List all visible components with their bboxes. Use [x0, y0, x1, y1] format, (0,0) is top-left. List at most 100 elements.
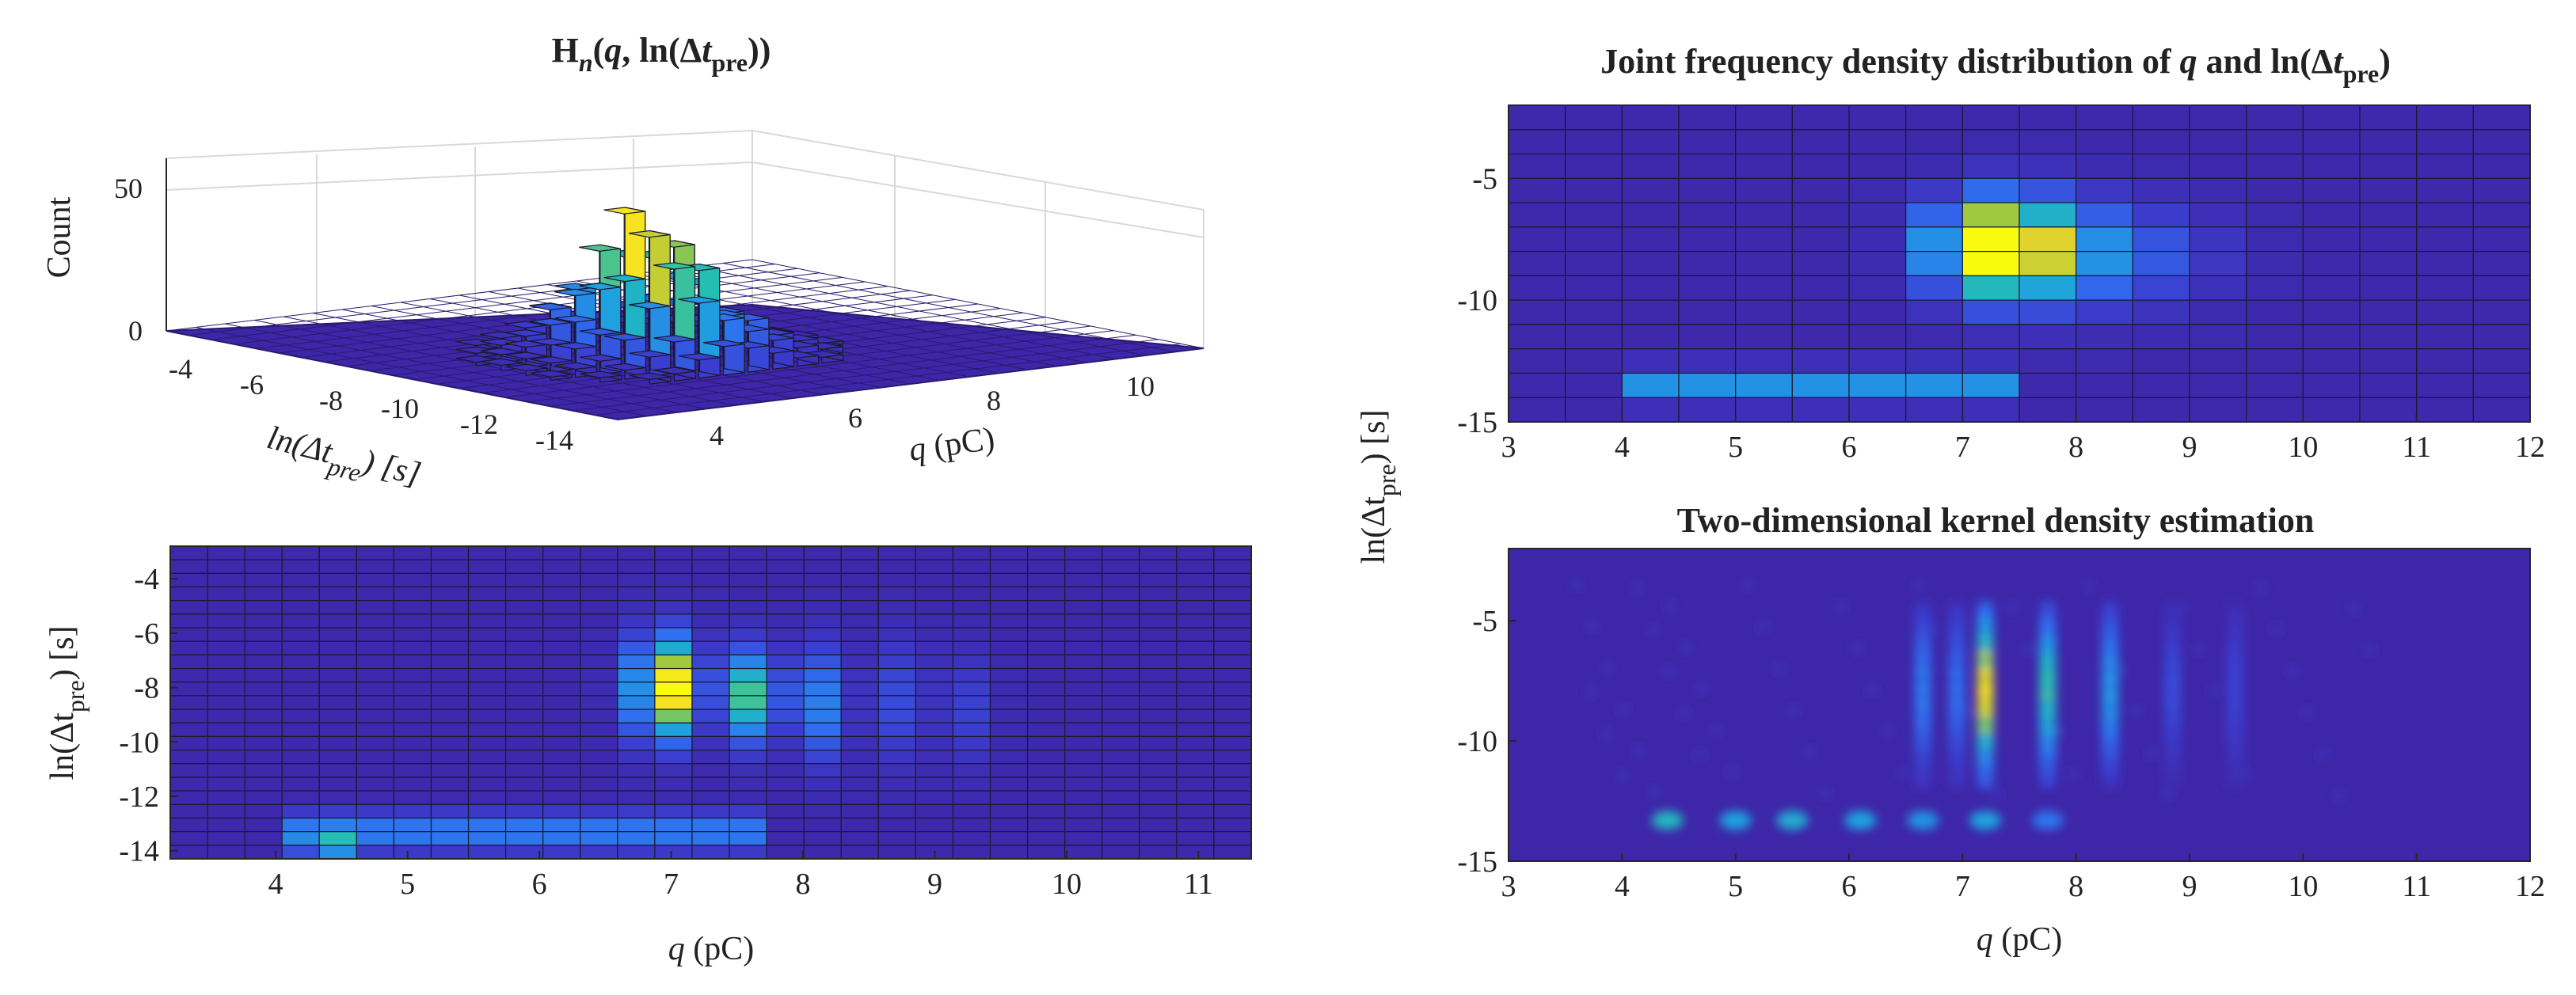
bins2d-cell	[542, 613, 581, 629]
bins2d-cell	[1213, 586, 1252, 602]
kde-noise-dot	[2068, 769, 2080, 778]
bins2d-cell	[430, 545, 470, 560]
joint-cell	[2019, 324, 2077, 350]
bins2d-cell	[169, 545, 208, 560]
bins2d-xtick-label: 11	[1184, 868, 1213, 901]
bins2d-cell	[318, 790, 357, 805]
bins2d-cell	[915, 600, 954, 615]
bins2d-cell	[729, 817, 767, 833]
kde-bottom-blob	[2031, 811, 2064, 830]
joint-cell	[2019, 177, 2077, 203]
bins2d-cell	[1102, 654, 1140, 670]
bins2d-cell	[1026, 613, 1066, 629]
joint-cell	[1848, 129, 1907, 155]
joint-xtick-label: 6	[1842, 431, 1857, 464]
bins2d-cell	[580, 817, 618, 833]
hist3d-xtick: 6	[848, 402, 862, 434]
bins2d-cell	[952, 613, 991, 629]
bins2d-cell	[281, 654, 320, 670]
bins2d-cell	[467, 572, 507, 588]
joint-cell	[1508, 275, 1566, 301]
bins2d-cell	[281, 763, 320, 778]
hist3d-bar-top	[554, 315, 596, 323]
joint-xtick-label: 9	[2182, 431, 2197, 464]
joint-cell	[2359, 275, 2418, 301]
joint-cell	[1508, 397, 1566, 423]
bins2d-cell	[1064, 750, 1103, 765]
joint-cell	[1735, 104, 1793, 131]
joint-cell	[1678, 348, 1737, 374]
bins2d-cell	[542, 735, 581, 751]
bins2d-cell	[207, 572, 245, 588]
bins2d-cell	[542, 803, 581, 819]
bins2d-cell	[1213, 777, 1252, 792]
joint-cell	[1905, 324, 1963, 350]
bins2d-cell	[1176, 559, 1215, 574]
shared-ylabel: ln(Δtpre) [s]	[1356, 409, 1401, 564]
bins2d-cell	[952, 586, 991, 602]
bins2d-cell	[393, 600, 432, 615]
bins2d-cell	[505, 627, 544, 642]
bins2d-cell	[169, 586, 208, 602]
joint-cell	[1508, 226, 1566, 253]
kde-noise-dot	[1585, 688, 1596, 697]
kde-bottom-blob	[1969, 811, 2001, 830]
bins2d-cell	[915, 831, 954, 846]
bins2d-cell	[169, 817, 208, 833]
bins2d-cell	[430, 831, 470, 846]
bins2d-cell	[169, 695, 208, 710]
bins2d-cell	[840, 572, 879, 588]
kde-noise-dot	[1773, 664, 1785, 673]
bins2d-cell	[654, 708, 693, 723]
bins2d-cell	[691, 654, 730, 670]
joint-cell	[2189, 397, 2247, 423]
joint-cell	[2076, 397, 2133, 423]
bins2d-cell	[1026, 763, 1066, 778]
kde-noise-dot	[1928, 623, 1940, 632]
joint-cell	[1735, 202, 1793, 228]
bins2d-cell	[393, 667, 432, 683]
bins2d-cell	[766, 654, 805, 670]
bins2d-cell	[915, 708, 954, 723]
hist3d-grid-line	[693, 266, 1146, 356]
joint-cell	[1735, 153, 1793, 179]
joint-cell	[1735, 226, 1793, 253]
joint-cell	[2246, 153, 2304, 179]
bins2d-cell	[1213, 722, 1252, 738]
bins2d-cell	[1213, 845, 1252, 860]
bins2d-cell	[467, 750, 507, 765]
bins2d-cell	[691, 613, 730, 629]
bins2d-cell	[505, 777, 544, 792]
bins2d-cell	[207, 831, 245, 846]
bins2d-cell	[580, 667, 618, 683]
bins2d-cell	[1213, 545, 1252, 560]
bins2d-cell	[1139, 586, 1178, 602]
bins2d-cell	[915, 817, 954, 833]
bins2d-cell	[803, 654, 842, 670]
bins2d-cell	[729, 845, 767, 860]
joint-cell	[1961, 299, 2020, 325]
bins2d-cell	[989, 831, 1029, 846]
bins2d-cell	[1102, 640, 1140, 655]
bins2d-cell	[467, 682, 507, 697]
joint-cell	[2019, 226, 2077, 253]
bins2d-cell	[467, 735, 507, 751]
bins2d-cell	[1102, 695, 1140, 710]
bins2d-cell	[803, 803, 842, 819]
bins2d-cell	[244, 790, 283, 805]
bins2d-cell	[766, 695, 805, 710]
joint-cell	[1961, 153, 2020, 179]
bins2d-cell	[1026, 545, 1066, 560]
bins2d-cell	[1213, 763, 1252, 778]
joint-cell	[2246, 129, 2304, 155]
bins2d-cell	[729, 654, 767, 670]
joint-cell	[2472, 251, 2531, 276]
kde-ytick-label: -5	[1472, 605, 1497, 638]
bins2d-cell	[691, 682, 730, 697]
hist3d-bar-top	[629, 302, 671, 310]
bins2d-cell	[989, 817, 1029, 833]
kde-bottom-blob	[1844, 811, 1877, 830]
hist3d-grid-line	[595, 343, 1181, 416]
bins2d-cell	[467, 708, 507, 723]
bins2d-cell	[952, 722, 991, 738]
